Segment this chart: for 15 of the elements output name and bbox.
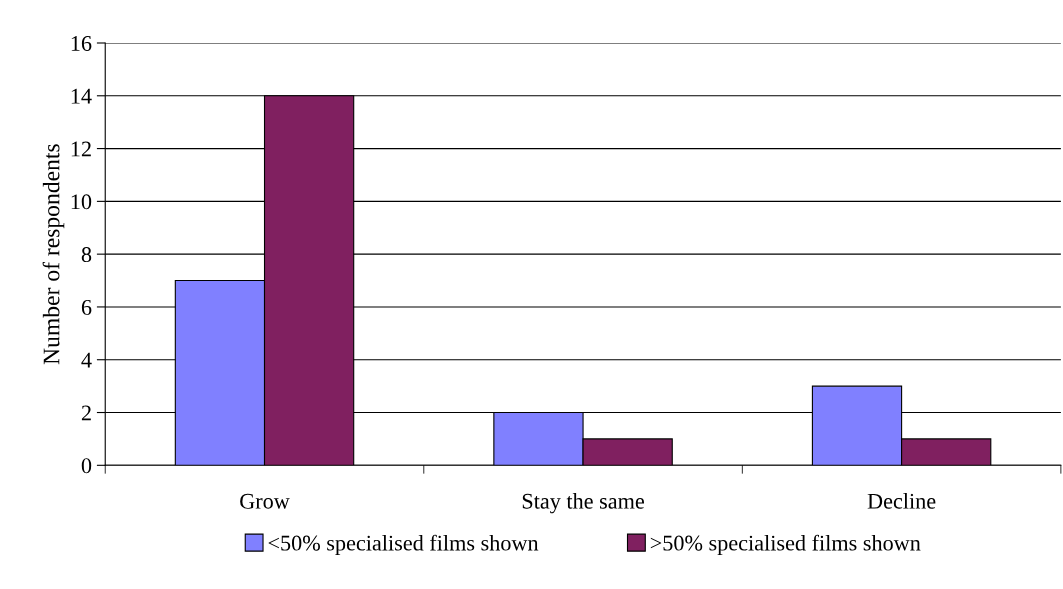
- y-tick-label: 6: [81, 299, 92, 315]
- y-tick-label: 4: [81, 352, 92, 368]
- y-tick-label: 14: [71, 88, 92, 104]
- y-tick-label: 10: [71, 194, 92, 210]
- y-tick-label: 2: [81, 405, 91, 421]
- x-tick-label: Grow: [240, 493, 290, 509]
- x-tick-label: Decline: [867, 493, 936, 509]
- legend-label: <50% specialised films shown: [268, 534, 539, 556]
- y-tick-label: 8: [81, 247, 92, 263]
- y-tick-label: 12: [71, 141, 91, 157]
- y-tick-label: 16: [71, 35, 92, 51]
- y-tick-label: 0: [81, 458, 92, 474]
- legend-label: >50% specialised films shown: [650, 534, 921, 556]
- y-axis-title: Number of respondents: [42, 144, 65, 365]
- x-tick-label: Stay the same: [522, 493, 644, 514]
